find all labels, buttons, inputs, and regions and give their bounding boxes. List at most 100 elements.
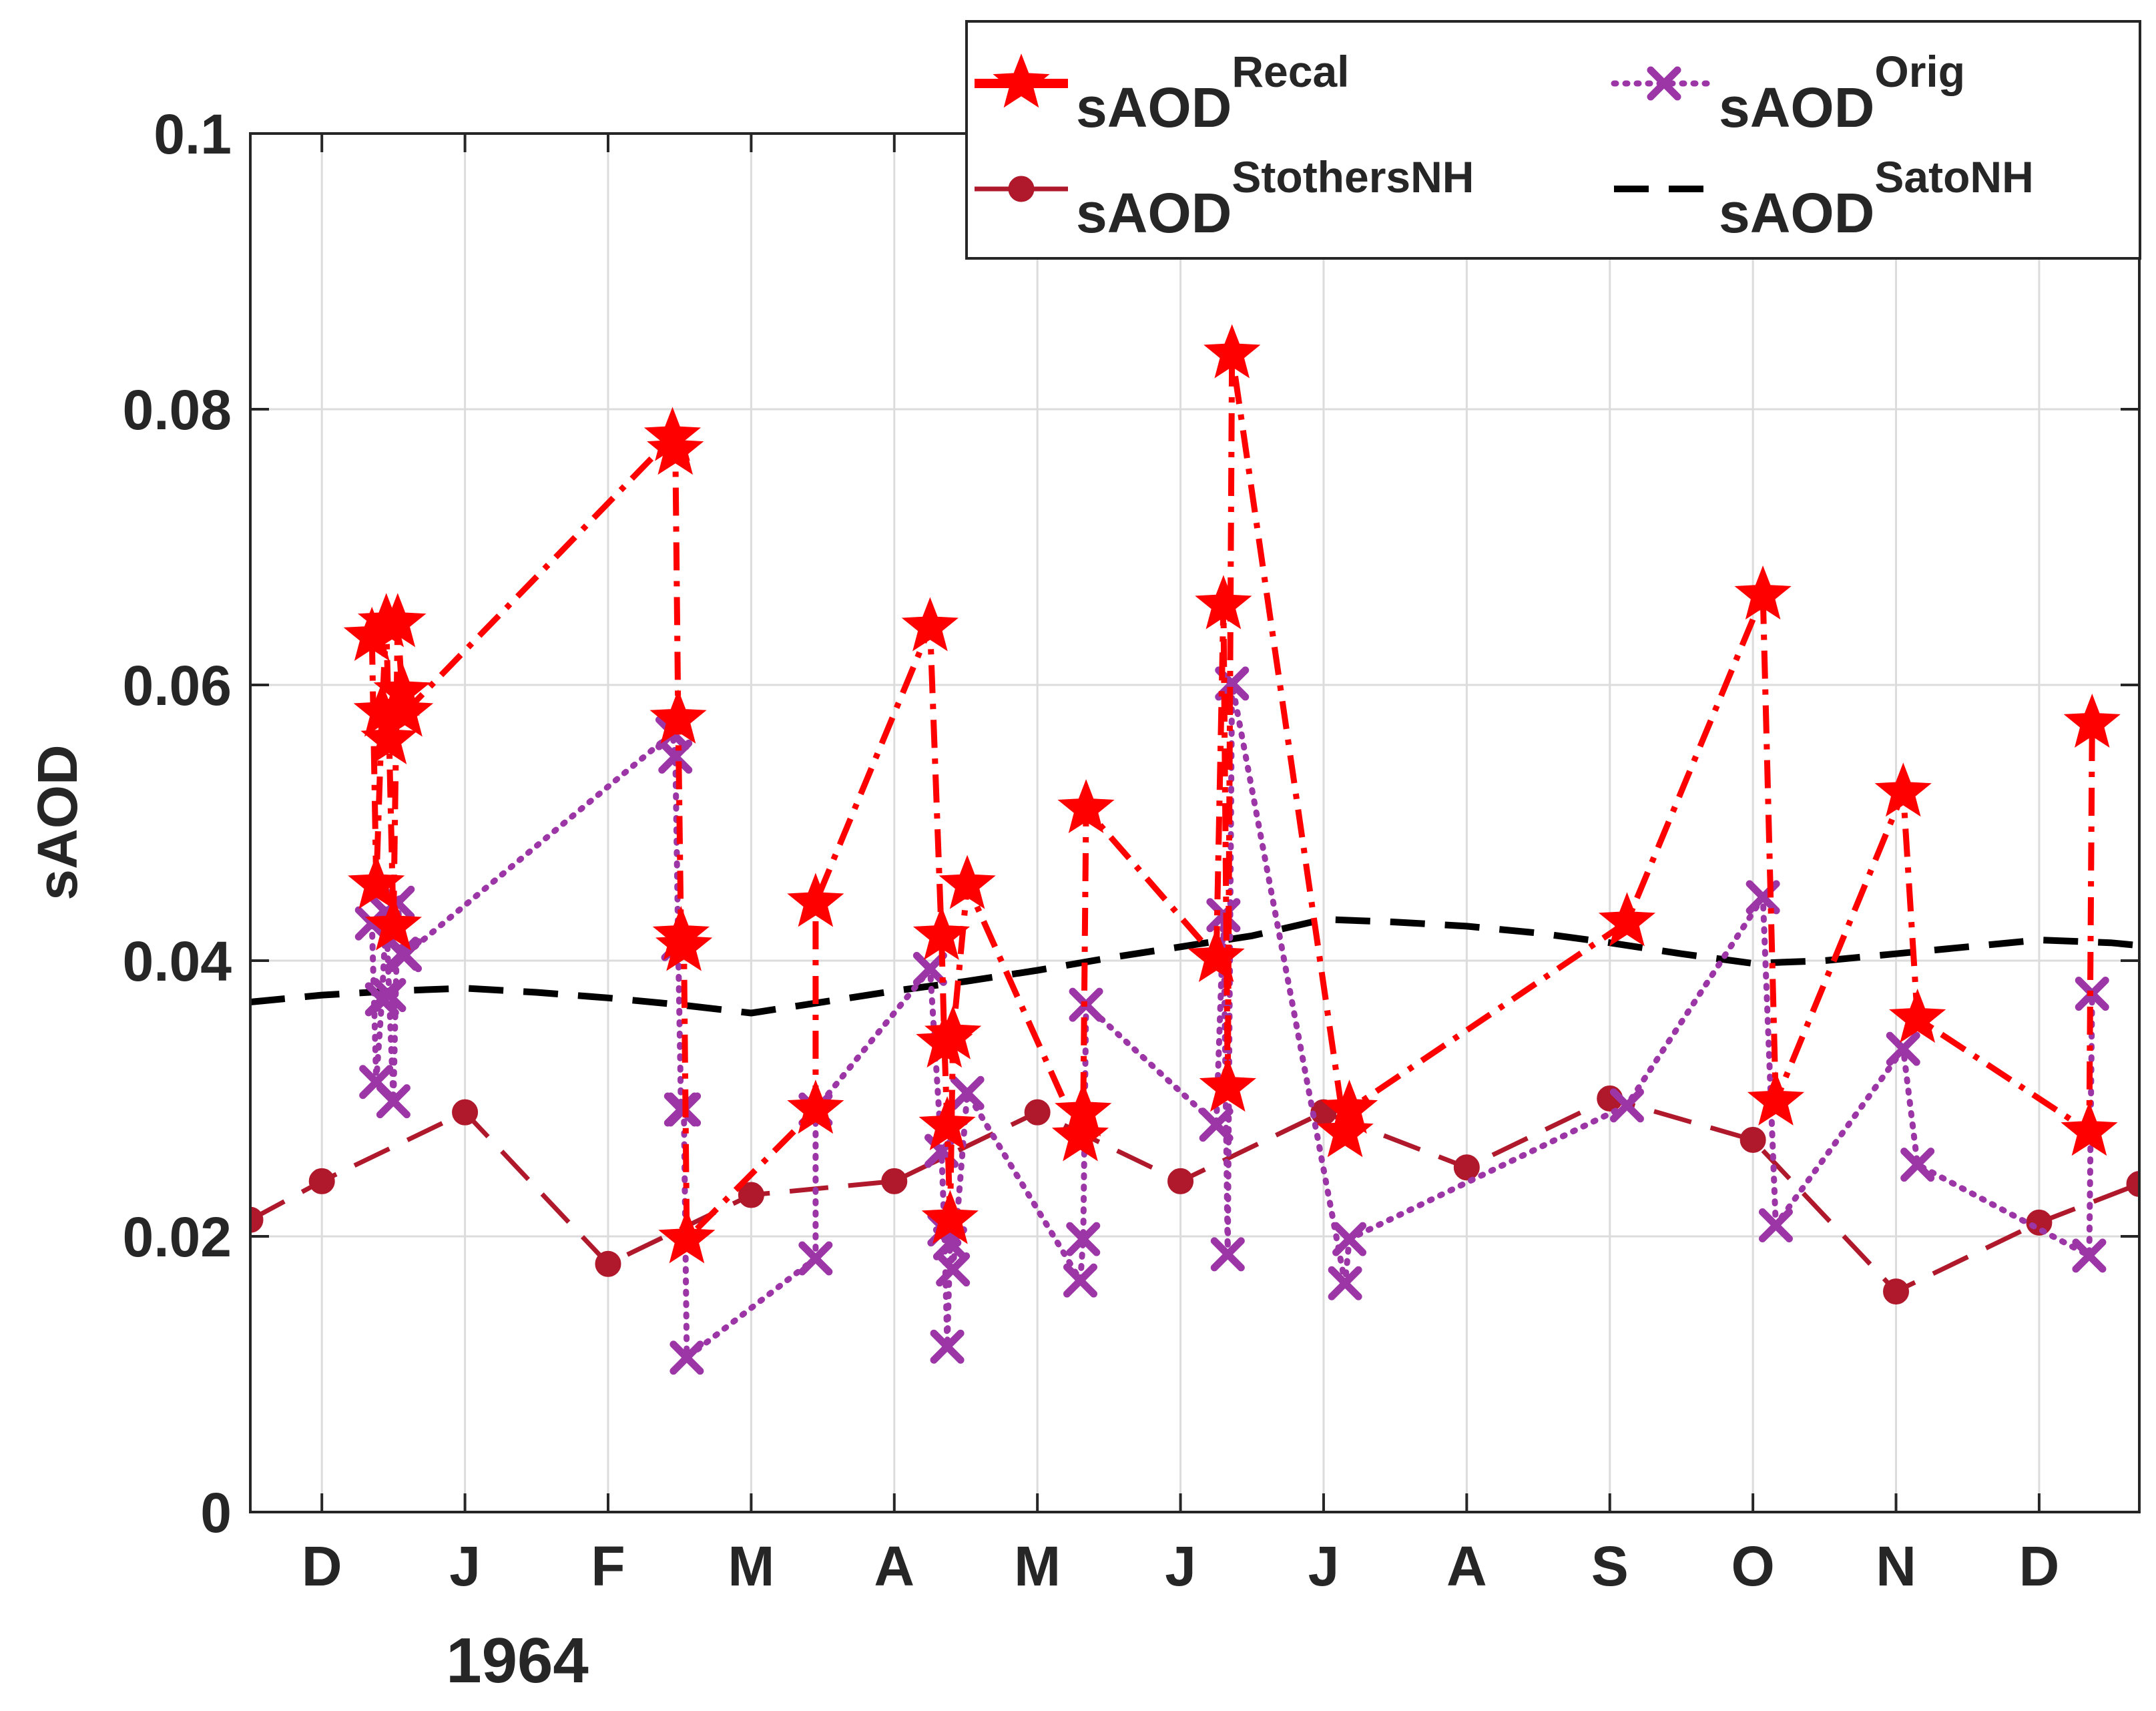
- data-point-stothers: [250, 1206, 264, 1233]
- x-tick-label: A: [1446, 1535, 1487, 1598]
- data-point-recal: [1316, 1103, 1374, 1158]
- data-point-orig: [376, 1084, 411, 1119]
- data-point-stothers: [1024, 1099, 1051, 1126]
- data-point-recal: [1057, 779, 1115, 834]
- data-point-stothers: [881, 1168, 908, 1194]
- x-tick-label: N: [1876, 1535, 1916, 1598]
- legend-marker: [993, 53, 1050, 108]
- legend-box: [965, 20, 2141, 260]
- legend-label-sup: StothersNH: [1232, 152, 1474, 202]
- data-point-orig: [2072, 1238, 2107, 1273]
- data-point-recal: [921, 1190, 979, 1244]
- legend-label-sup: SatoNH: [1874, 152, 2033, 202]
- y-tick-label: 0.1: [154, 103, 232, 166]
- legend-label-base: sAOD: [1076, 182, 1232, 244]
- y-axis-title: sAOD: [26, 744, 89, 900]
- data-point-stothers: [1167, 1168, 1194, 1194]
- data-point-stothers: [2026, 1209, 2053, 1236]
- data-point-orig: [1066, 1222, 1101, 1256]
- series-layer: [250, 324, 2139, 1375]
- data-point-recal: [364, 896, 422, 951]
- x-tick-label: S: [1591, 1535, 1629, 1598]
- data-point-orig: [950, 1075, 985, 1110]
- series-line-recal: [368, 350, 2095, 1242]
- data-point-recal: [369, 593, 427, 648]
- data-point-stothers: [308, 1168, 335, 1194]
- axes: D J F M A M J J A S O N D 0 0.02 0.04 0.06 0.08 0.1: [123, 103, 2139, 1598]
- data-point-orig: [372, 978, 407, 1013]
- legend-label-base: sAOD: [1076, 76, 1232, 139]
- y-tick-label: 0.02: [123, 1206, 232, 1268]
- legend-label: sAODOrig: [1719, 47, 1965, 139]
- data-point-recal: [658, 1209, 716, 1264]
- data-point-orig: [1210, 1237, 1245, 1272]
- x-tick-label: F: [591, 1535, 625, 1598]
- data-point-orig: [658, 739, 693, 774]
- data-point-recal: [1187, 928, 1245, 983]
- data-point-recal: [787, 1079, 844, 1134]
- legend-label: sAODSatoNH: [1719, 152, 2034, 244]
- legend-entry-orig: sAODOrig: [1611, 47, 1965, 139]
- data-point-orig: [1609, 1088, 1644, 1123]
- data-point-recal: [360, 710, 418, 764]
- x-tick-label: J: [1165, 1535, 1196, 1598]
- data-point-orig: [669, 1340, 704, 1375]
- x-tick-label: M: [1014, 1535, 1061, 1598]
- data-point-recal: [1874, 762, 1932, 817]
- data-point-orig: [1328, 1266, 1362, 1300]
- data-point-recal: [918, 1096, 976, 1151]
- data-point-orig: [388, 938, 423, 973]
- x-tick-label: J: [1308, 1535, 1340, 1598]
- y-tick-label: 0.04: [123, 930, 232, 993]
- plot-area: [250, 134, 2139, 1512]
- data-point-recal: [1320, 1079, 1378, 1134]
- data-point-stothers: [1739, 1126, 1766, 1153]
- series-recal: [343, 324, 2121, 1264]
- data-point-orig: [1900, 1148, 1935, 1182]
- legend-entry-recal: sAODRecal: [975, 47, 1350, 139]
- legend-label-sup: Orig: [1874, 47, 1965, 96]
- data-point-orig: [1758, 1208, 1793, 1242]
- legend-label: sAODRecal: [1076, 47, 1350, 139]
- data-point-orig: [1886, 1031, 1920, 1066]
- data-point-recal: [348, 854, 405, 909]
- data-point-stothers: [1883, 1278, 1910, 1305]
- x-tick-label: D: [2019, 1535, 2060, 1598]
- data-point-orig: [1332, 1222, 1367, 1256]
- data-point-orig: [930, 1329, 965, 1364]
- data-point-recal: [1195, 575, 1252, 630]
- data-point-orig: [1063, 1263, 1097, 1298]
- legend-label: sAODStothersNH: [1076, 152, 1474, 244]
- data-point-recal: [655, 917, 713, 971]
- legend-label-sup: Recal: [1232, 47, 1349, 96]
- year-label: 1964: [446, 1625, 589, 1696]
- data-point-recal: [1051, 1107, 1109, 1162]
- data-point-stothers: [595, 1250, 621, 1277]
- data-point-recal: [787, 873, 844, 927]
- legend-marker: [1647, 66, 1681, 101]
- data-point-stothers: [738, 1182, 764, 1208]
- data-point-stothers: [1453, 1154, 1480, 1181]
- data-point-stothers: [452, 1099, 479, 1126]
- legend: sAODRecalsAODOrigsAODStothersNHsAODSatoN…: [965, 20, 2141, 260]
- y-tick-label: 0.06: [123, 654, 232, 717]
- data-point-recal: [1747, 1071, 1805, 1126]
- data-point-recal: [1598, 892, 1656, 947]
- data-point-recal: [647, 421, 704, 475]
- y-tick-label: 0.08: [123, 379, 232, 441]
- legend-label-base: sAOD: [1719, 182, 1874, 244]
- x-tick-label: J: [449, 1535, 481, 1598]
- data-point-orig: [798, 1241, 833, 1276]
- x-tick-label: O: [1731, 1535, 1774, 1598]
- legend-entry-stothers: sAODStothersNH: [975, 152, 1474, 244]
- data-point-recal: [1055, 1082, 1112, 1137]
- legend-marker: [1008, 176, 1035, 202]
- x-tick-label: A: [874, 1535, 914, 1598]
- legend-label-base: sAOD: [1719, 76, 1874, 139]
- legend-entry-sato: sAODSatoNH: [1614, 152, 2034, 244]
- data-point-recal: [2063, 694, 2121, 748]
- data-point-recal: [938, 854, 996, 909]
- data-point-recal: [924, 1005, 982, 1059]
